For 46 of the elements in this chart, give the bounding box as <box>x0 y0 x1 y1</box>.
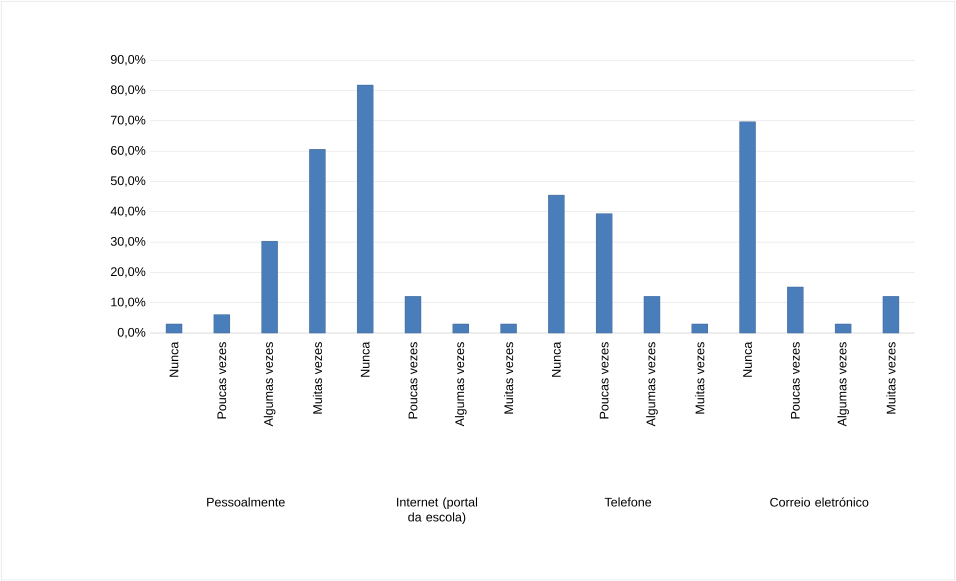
x-tick-label: Algumas vezes <box>264 342 276 426</box>
x-tick-label: Poucas vezes <box>408 342 418 418</box>
bar <box>644 296 660 334</box>
x-tick-label: Nunca <box>552 342 561 377</box>
x-tick-label: Nunca <box>743 342 752 377</box>
text: Pessoalmente <box>207 497 285 506</box>
x-tick-label: Poucas vezes <box>217 342 226 418</box>
x-tick-label: Muitas vezes <box>695 342 704 414</box>
bar <box>357 84 374 334</box>
y-tick-label: 0,0% <box>118 328 146 338</box>
x-tick-label: Algumas vezes <box>454 342 467 426</box>
bar <box>166 324 182 334</box>
x-tick-label: Nunca <box>170 342 178 377</box>
y-tick-label: 80,0% <box>110 85 146 96</box>
y-tick-label: 10,0% <box>111 298 146 308</box>
x-tick-label: Poucas vezes <box>600 342 609 418</box>
text: Correio eletrónico <box>770 497 868 507</box>
text: Telefone <box>604 497 652 506</box>
x-tick-label: Algumas vezes <box>646 342 658 426</box>
bar <box>261 240 278 334</box>
bar <box>214 314 230 334</box>
bar <box>787 286 804 334</box>
bar <box>404 296 422 334</box>
y-tick-label: 60,0% <box>110 146 146 156</box>
y-tick-label: 20,0% <box>110 267 146 278</box>
bar <box>739 121 756 334</box>
y-tick-label: 30,0% <box>110 236 146 248</box>
y-tick-label: 70,0% <box>110 116 146 126</box>
y-tick-label: 50,0% <box>110 176 146 187</box>
x-tick-label: Muitas vezes <box>504 342 514 414</box>
bar <box>882 296 900 334</box>
x-tick-label: Muitas vezes <box>886 342 896 414</box>
bar <box>548 194 565 334</box>
bar <box>452 324 469 334</box>
bar <box>834 324 852 334</box>
y-tick-label: 90,0% <box>110 54 146 66</box>
bar <box>596 213 612 334</box>
x-tick-label: Muitas vezes <box>312 342 322 414</box>
bar <box>309 149 326 334</box>
text: Internet (portal da escola) <box>397 497 478 524</box>
y-tick-label: 40,0% <box>110 206 146 217</box>
bar <box>500 324 517 334</box>
x-tick-label: Algumas vezes <box>837 342 849 426</box>
x-tick-label: Poucas vezes <box>790 342 800 418</box>
bar <box>692 324 708 334</box>
x-tick-label: Nunca <box>360 342 370 377</box>
